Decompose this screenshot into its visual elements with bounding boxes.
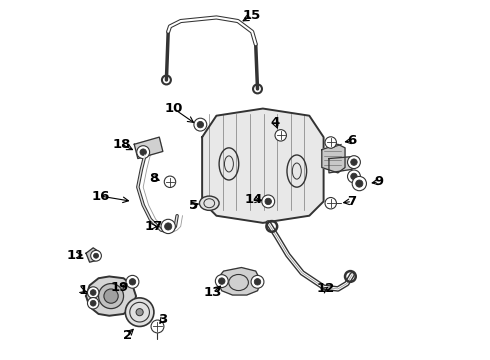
Circle shape — [275, 130, 287, 141]
Text: 9: 9 — [374, 175, 384, 188]
Text: 17: 17 — [145, 220, 163, 233]
Circle shape — [251, 275, 264, 288]
Polygon shape — [86, 248, 98, 262]
Text: 1: 1 — [79, 284, 88, 297]
Ellipse shape — [125, 298, 154, 327]
Text: 6: 6 — [347, 134, 357, 147]
Circle shape — [88, 297, 99, 309]
Circle shape — [129, 279, 136, 285]
Text: 4: 4 — [271, 116, 280, 129]
Ellipse shape — [199, 196, 219, 210]
Circle shape — [88, 287, 99, 298]
Circle shape — [126, 275, 139, 288]
Circle shape — [91, 250, 101, 261]
Circle shape — [325, 137, 337, 148]
Text: 2: 2 — [122, 329, 132, 342]
Circle shape — [140, 149, 147, 156]
Text: 12: 12 — [316, 283, 335, 296]
Circle shape — [90, 290, 96, 296]
Text: 14: 14 — [245, 193, 263, 206]
Circle shape — [104, 289, 118, 303]
Circle shape — [265, 198, 271, 204]
Circle shape — [356, 180, 363, 187]
Text: 18: 18 — [113, 138, 131, 151]
Text: 10: 10 — [164, 102, 183, 115]
Circle shape — [262, 195, 275, 208]
Text: 15: 15 — [243, 9, 261, 22]
Text: 8: 8 — [149, 172, 159, 185]
Circle shape — [347, 170, 360, 183]
Text: 3: 3 — [158, 313, 168, 326]
Text: 13: 13 — [204, 286, 222, 299]
Circle shape — [351, 159, 357, 165]
Polygon shape — [202, 109, 323, 223]
Polygon shape — [322, 144, 345, 173]
Circle shape — [90, 300, 96, 306]
Circle shape — [197, 121, 203, 128]
Circle shape — [254, 279, 261, 285]
Circle shape — [215, 275, 228, 288]
Polygon shape — [217, 267, 261, 295]
Text: 19: 19 — [110, 281, 128, 294]
Circle shape — [165, 223, 172, 230]
Text: 5: 5 — [189, 198, 198, 212]
Ellipse shape — [136, 309, 143, 316]
Text: 16: 16 — [91, 190, 109, 203]
Circle shape — [325, 198, 337, 209]
Circle shape — [219, 278, 225, 284]
Circle shape — [94, 253, 98, 258]
Text: 7: 7 — [347, 195, 357, 208]
Circle shape — [161, 219, 175, 234]
Circle shape — [164, 176, 176, 188]
Circle shape — [98, 284, 123, 309]
Circle shape — [347, 156, 360, 168]
Polygon shape — [329, 157, 352, 173]
Circle shape — [194, 118, 207, 131]
Polygon shape — [134, 137, 163, 158]
Circle shape — [137, 146, 149, 158]
Circle shape — [151, 320, 164, 333]
Circle shape — [352, 176, 367, 191]
Circle shape — [351, 173, 357, 180]
Polygon shape — [86, 276, 136, 316]
Text: 11: 11 — [67, 248, 85, 261]
